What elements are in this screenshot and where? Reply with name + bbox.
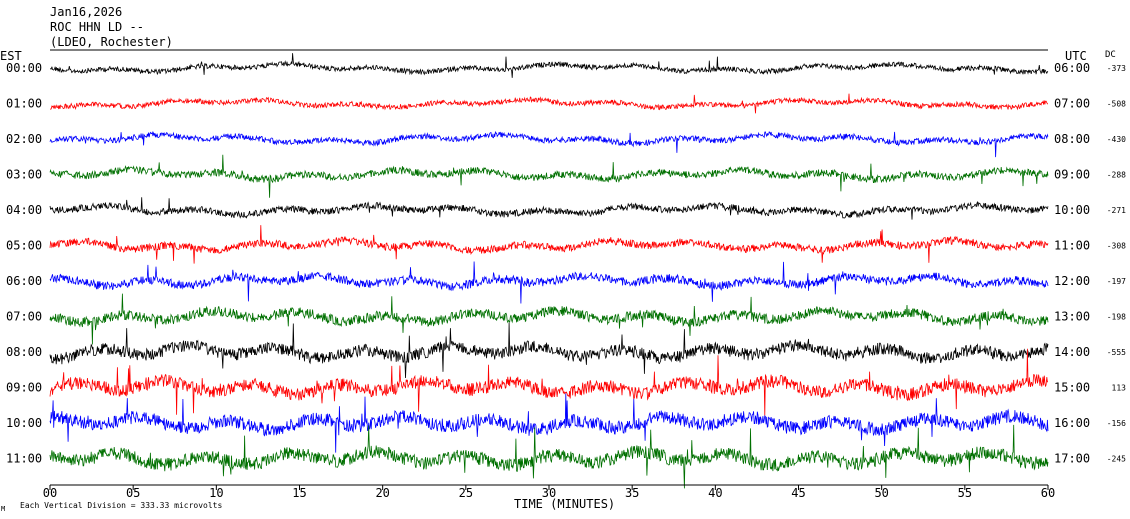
dc-offset-label: -271 (1107, 206, 1126, 215)
network-title: (LDEO, Rochester) (50, 35, 173, 49)
station-title: ROC HHN LD -- (50, 20, 144, 34)
corner-mark: M (1, 505, 5, 513)
x-tick-label: 20 (375, 486, 389, 500)
trace-row-0700 (49, 293, 1049, 345)
trace-row-1000 (49, 393, 1049, 453)
left-timezone-label: EST (0, 49, 22, 63)
est-hour-label: 06:00 (6, 274, 42, 288)
est-hour-label: 10:00 (6, 416, 42, 430)
utc-hour-label: 14:00 (1054, 345, 1090, 359)
dc-offset-label: 113 (1112, 384, 1127, 393)
dc-offset-label: -508 (1107, 100, 1126, 109)
est-hour-label: 05:00 (6, 239, 42, 253)
dc-offset-label: -198 (1107, 313, 1126, 322)
trace-row-0300 (49, 154, 1049, 198)
utc-hour-label: 10:00 (1054, 203, 1090, 217)
trace-row-1100 (49, 424, 1049, 489)
x-tick-label: 50 (874, 486, 888, 500)
utc-hour-label: 07:00 (1054, 97, 1090, 111)
x-tick-label: 55 (958, 486, 972, 500)
x-tick-label: 25 (459, 486, 473, 500)
trace-group (49, 53, 1049, 489)
utc-hour-label: 06:00 (1054, 61, 1090, 75)
dc-header-label: DC (1105, 50, 1116, 60)
right-timezone-label: UTC (1065, 49, 1087, 63)
utc-hour-label: 16:00 (1054, 416, 1090, 430)
trace-row-0500 (49, 225, 1049, 264)
x-axis-label: TIME (MINUTES) (514, 497, 615, 511)
date-title: Jan16,2026 (50, 5, 122, 19)
x-tick-label: 60 (1041, 486, 1055, 500)
x-tick-label: 30 (542, 486, 556, 500)
est-hour-label: 02:00 (6, 132, 42, 146)
trace-row-0200 (49, 130, 1049, 158)
trace-row-0600 (49, 261, 1049, 304)
trace-row-0400 (49, 197, 1049, 220)
est-hour-label: 04:00 (6, 203, 42, 217)
dc-offset-label: -430 (1107, 135, 1126, 144)
dc-offset-label: -288 (1107, 171, 1126, 180)
utc-hour-label: 11:00 (1054, 239, 1090, 253)
dc-offset-label: -197 (1107, 277, 1126, 286)
utc-hour-label: 12:00 (1054, 274, 1090, 288)
est-hour-label: 07:00 (6, 310, 42, 324)
trace-row-0800 (49, 322, 1049, 379)
utc-hour-label: 09:00 (1054, 168, 1090, 182)
row-label-group: 00:00 06:00 -373 01:00 07:00 -508 02:00 08:00 -4… (6, 61, 1126, 466)
x-tick-label: 35 (625, 486, 639, 500)
x-tick-label: 00 (43, 486, 57, 500)
est-hour-label: 01:00 (6, 97, 42, 111)
utc-hour-label: 17:00 (1054, 452, 1090, 466)
x-tick-label: 15 (292, 486, 306, 500)
utc-hour-label: 15:00 (1054, 381, 1090, 395)
x-tick-label: 45 (791, 486, 805, 500)
dc-offset-label: -308 (1107, 242, 1126, 251)
dc-offset-label: -373 (1107, 64, 1126, 73)
trace-row-0000 (50, 53, 1049, 78)
est-hour-label: 00:00 (6, 61, 42, 75)
est-hour-label: 11:00 (6, 452, 42, 466)
x-tick-label: 05 (126, 486, 140, 500)
trace-row-0900 (49, 348, 1048, 416)
dc-offset-label: -555 (1107, 348, 1126, 357)
x-tick-group: 00 05 10 15 20 25 30 35 40 45 50 55 60 (43, 485, 1055, 500)
dc-offset-label: -245 (1107, 455, 1126, 464)
x-tick-label: 40 (708, 486, 722, 500)
est-hour-label: 09:00 (6, 381, 42, 395)
dc-offset-label: -156 (1107, 419, 1126, 428)
utc-hour-label: 13:00 (1054, 310, 1090, 324)
est-hour-label: 08:00 (6, 345, 42, 359)
scale-note: Each Vertical Division = 333.33 microvol… (20, 501, 222, 510)
utc-hour-label: 08:00 (1054, 132, 1090, 146)
trace-row-0100 (50, 93, 1048, 114)
x-tick-label: 10 (209, 486, 223, 500)
est-hour-label: 03:00 (6, 168, 42, 182)
